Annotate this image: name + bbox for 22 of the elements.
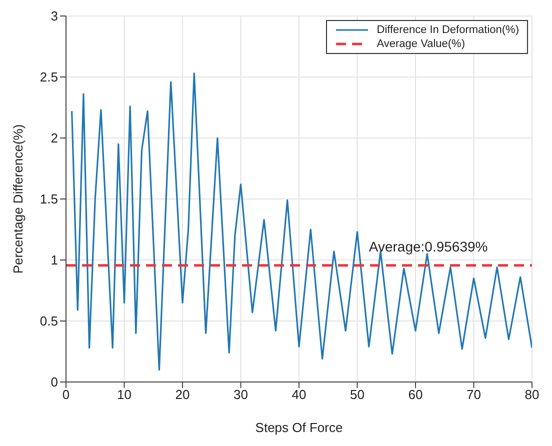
x-tick-label: 30 bbox=[234, 387, 248, 402]
line-series bbox=[71, 72, 532, 371]
x-tick-label: 40 bbox=[292, 387, 306, 402]
y-tick-label: 2 bbox=[50, 130, 58, 146]
legend-label: Average Value(%) bbox=[376, 37, 466, 51]
y-tick-label: 3 bbox=[50, 8, 58, 24]
y-axis-title: Percentage Difference(%) bbox=[10, 124, 26, 274]
y-tick-label: 0 bbox=[50, 374, 58, 390]
x-tick-label: 10 bbox=[117, 387, 132, 402]
x-axis-title: Steps Of Force bbox=[255, 420, 343, 435]
y-tick-label: 1.5 bbox=[40, 192, 58, 207]
x-tick-label: 0 bbox=[62, 387, 70, 402]
y-tick-label: 2.5 bbox=[40, 70, 58, 85]
x-tick-label: 20 bbox=[175, 387, 190, 402]
y-tick-label: 0.5 bbox=[40, 314, 58, 329]
x-tick-label: 60 bbox=[408, 387, 423, 402]
x-tick-label: 50 bbox=[350, 387, 364, 402]
y-tick-label: 1 bbox=[50, 252, 58, 268]
x-tick-label: 70 bbox=[466, 387, 481, 402]
annotation: Average:0.95639% bbox=[368, 238, 488, 254]
legend-label: Difference In Deformation(%) bbox=[376, 23, 519, 37]
x-tick-label: 80 bbox=[524, 387, 540, 402]
